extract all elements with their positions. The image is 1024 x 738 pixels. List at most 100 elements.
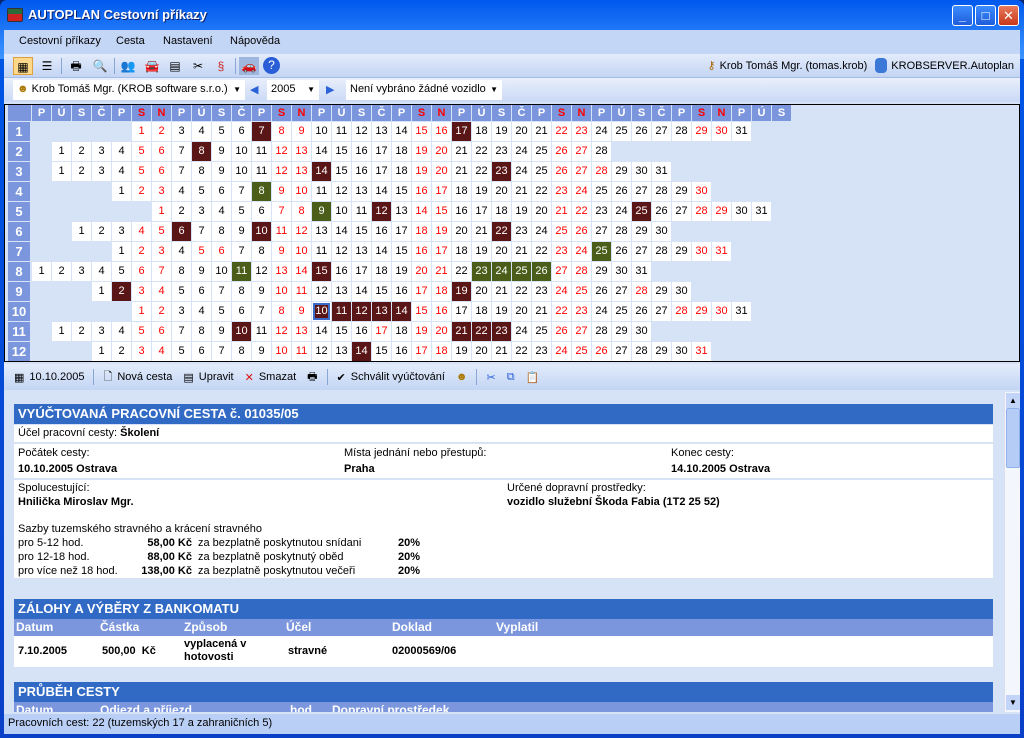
calendar-day[interactable]: 7	[152, 262, 171, 281]
calendar-day[interactable]: 3	[172, 122, 191, 141]
calendar-day[interactable]: 10	[272, 282, 291, 301]
calendar-day[interactable]: 10	[332, 202, 351, 221]
next-year-button[interactable]: ▶	[326, 84, 335, 96]
calendar-day[interactable]: 28	[652, 182, 671, 201]
calendar-day[interactable]: 30	[612, 262, 631, 281]
calendar-day[interactable]: 1	[92, 282, 111, 301]
calendar-day[interactable]: 1	[52, 142, 71, 161]
calendar-day[interactable]: 3	[152, 182, 171, 201]
calendar-day[interactable]: 21	[492, 282, 511, 301]
calendar-day-domestic-trip[interactable]: 15	[312, 262, 331, 281]
calendar-day[interactable]: 6	[192, 282, 211, 301]
calendar-day[interactable]: 24	[612, 202, 631, 221]
calendar-day-domestic-trip[interactable]: 14	[352, 342, 371, 361]
calendar-day[interactable]: 5	[232, 202, 251, 221]
calendar-day[interactable]: 11	[292, 282, 311, 301]
calendar-day[interactable]: 5	[212, 302, 231, 321]
menu-napoveda[interactable]: Nápověda	[230, 35, 281, 47]
calendar-day[interactable]: 20	[492, 242, 511, 261]
calendar-day[interactable]: 15	[392, 182, 411, 201]
scroll-thumb[interactable]	[1006, 408, 1020, 468]
calendar-day[interactable]: 14	[312, 142, 331, 161]
calendar-day[interactable]: 30	[692, 242, 711, 261]
month-label[interactable]: 2	[8, 142, 30, 161]
month-label[interactable]: 12	[8, 342, 30, 361]
menu-cesta[interactable]: Cesta	[116, 35, 145, 47]
calendar-day[interactable]: 26	[572, 222, 591, 241]
calendar-day[interactable]: 14	[372, 242, 391, 261]
calendar-day[interactable]: 20	[432, 162, 451, 181]
calendar-day[interactable]: 18	[432, 342, 451, 361]
calendar-day[interactable]: 9	[272, 182, 291, 201]
calendar-day[interactable]: 12	[332, 242, 351, 261]
calendar-day[interactable]: 25	[592, 182, 611, 201]
calendar-day[interactable]: 21	[512, 182, 531, 201]
calendar-day[interactable]: 11	[252, 142, 271, 161]
calendar-day[interactable]: 3	[172, 302, 191, 321]
calendar-day[interactable]: 9	[232, 222, 251, 241]
calendar-day[interactable]: 10	[232, 142, 251, 161]
calendar-day[interactable]: 28	[672, 302, 691, 321]
calendar-day[interactable]: 25	[572, 282, 591, 301]
calendar-day[interactable]: 1	[52, 162, 71, 181]
calendar-day[interactable]: 1	[32, 262, 51, 281]
calendar-day[interactable]: 22	[532, 182, 551, 201]
calendar-day[interactable]: 7	[172, 142, 191, 161]
calendar-day[interactable]: 16	[392, 342, 411, 361]
calendar-day[interactable]: 30	[712, 302, 731, 321]
calendar-day[interactable]: 30	[672, 342, 691, 361]
calendar-day[interactable]: 8	[232, 342, 251, 361]
calendar-day[interactable]: 1	[112, 242, 131, 261]
scroll-up-button[interactable]: ▲	[1006, 393, 1020, 408]
calendar-day[interactable]: 24	[552, 282, 571, 301]
calendar-day-domestic-trip[interactable]: 12	[352, 302, 371, 321]
calendar-day[interactable]: 18	[392, 142, 411, 161]
calendar-day-domestic-trip[interactable]: 25	[632, 202, 651, 221]
calendar-day[interactable]: 27	[572, 162, 591, 181]
calendar-day[interactable]: 13	[332, 282, 351, 301]
paste-icon[interactable]: 📋	[525, 371, 540, 384]
calendar-day-domestic-trip[interactable]: 22	[492, 222, 511, 241]
persons-icon[interactable]: 👥	[120, 59, 136, 73]
calendar-day[interactable]: 27	[632, 242, 651, 261]
calendar-day[interactable]: 18	[452, 242, 471, 261]
calendar-day[interactable]: 16	[372, 222, 391, 241]
calendar-day[interactable]: 17	[432, 242, 451, 261]
calendar-day[interactable]: 25	[552, 222, 571, 241]
calendar-day[interactable]: 18	[392, 322, 411, 341]
calendar-day[interactable]: 20	[412, 262, 431, 281]
calendar-day[interactable]: 9	[212, 162, 231, 181]
calendar-day-foreign-trip[interactable]: 9	[312, 202, 331, 221]
calendar-day[interactable]: 21	[452, 162, 471, 181]
calendar-day[interactable]: 1	[132, 302, 151, 321]
calendar-day[interactable]: 21	[532, 122, 551, 141]
print-icon[interactable]: 🖶	[307, 370, 318, 383]
calendar-day-foreign-trip[interactable]: 11	[232, 262, 251, 281]
calendar-day[interactable]: 13	[332, 342, 351, 361]
calendar-day[interactable]: 14	[392, 122, 411, 141]
calendar-day[interactable]: 26	[652, 202, 671, 221]
calendar-day[interactable]: 4	[92, 262, 111, 281]
calendar-day[interactable]: 18	[472, 122, 491, 141]
calendar-day[interactable]: 29	[612, 322, 631, 341]
calendar-day[interactable]: 29	[672, 242, 691, 261]
calendar-day-domestic-trip[interactable]: 10	[252, 222, 271, 241]
calendar-day[interactable]: 12	[312, 342, 331, 361]
calendar-day[interactable]: 1	[92, 342, 111, 361]
calendar-day[interactable]: 2	[152, 302, 171, 321]
calendar-day[interactable]: 2	[172, 202, 191, 221]
calendar-day-domestic-trip[interactable]: 10	[312, 302, 331, 321]
calendar-day[interactable]: 17	[452, 302, 471, 321]
calendar-day[interactable]: 18	[412, 222, 431, 241]
calendar-day[interactable]: 18	[472, 302, 491, 321]
calendar-day[interactable]: 15	[372, 282, 391, 301]
help-icon[interactable]: ?	[263, 57, 280, 74]
calendar-day[interactable]: 8	[192, 162, 211, 181]
vehicles-icon[interactable]: 🚘	[144, 59, 160, 73]
calendar-day[interactable]: 24	[552, 342, 571, 361]
calendar-day[interactable]: 2	[52, 262, 71, 281]
calendar-day[interactable]: 21	[532, 302, 551, 321]
calendar-day[interactable]: 26	[592, 342, 611, 361]
calendar-day[interactable]: 10	[232, 162, 251, 181]
calendar-day[interactable]: 20	[512, 302, 531, 321]
